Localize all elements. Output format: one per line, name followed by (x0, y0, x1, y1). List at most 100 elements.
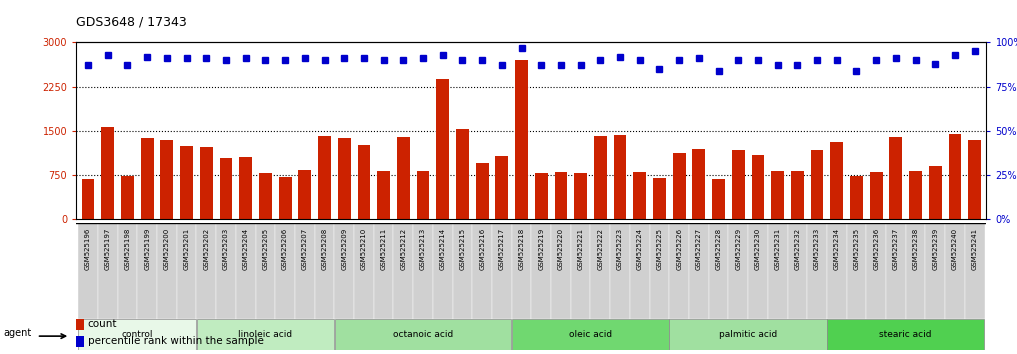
Bar (925, 223, 945, 319)
Bar (512, 223, 532, 319)
Text: GSM525222: GSM525222 (597, 228, 603, 270)
Text: GSM525201: GSM525201 (184, 228, 189, 270)
Bar (870, 172, 883, 219)
Bar (180, 146, 193, 219)
Bar (827, 319, 984, 350)
Bar (929, 166, 942, 219)
Text: GSM525214: GSM525214 (439, 228, 445, 270)
Bar (335, 319, 512, 350)
Bar (968, 140, 981, 219)
Text: GSM525217: GSM525217 (498, 228, 504, 270)
Text: GSM525207: GSM525207 (302, 228, 308, 270)
Bar (98, 223, 118, 319)
Bar (354, 223, 374, 319)
Text: oleic acid: oleic acid (569, 330, 612, 339)
Bar (653, 178, 666, 219)
Bar (433, 223, 453, 319)
Bar (807, 223, 827, 319)
Bar (118, 223, 137, 319)
Bar (220, 158, 233, 219)
Bar (613, 135, 626, 219)
Text: count: count (87, 319, 117, 329)
Bar (554, 172, 567, 219)
Text: GSM525212: GSM525212 (401, 228, 407, 270)
Text: GSM525224: GSM525224 (637, 228, 643, 270)
Bar (374, 223, 394, 319)
Bar (236, 223, 255, 319)
Text: GSM525241: GSM525241 (971, 228, 977, 270)
Bar (850, 176, 862, 219)
Bar (78, 223, 98, 319)
Bar (749, 223, 768, 319)
Text: GSM525199: GSM525199 (144, 228, 151, 270)
Text: linoleic acid: linoleic acid (238, 330, 293, 339)
Bar (397, 137, 410, 219)
Bar (335, 223, 354, 319)
Text: GSM525219: GSM525219 (538, 228, 544, 270)
Bar (693, 149, 705, 219)
Bar (949, 134, 961, 219)
Bar (298, 170, 311, 219)
Bar (669, 319, 827, 350)
Text: stearic acid: stearic acid (880, 330, 932, 339)
Text: GSM525203: GSM525203 (223, 228, 229, 270)
Text: GSM525232: GSM525232 (794, 228, 800, 270)
Text: GSM525236: GSM525236 (874, 228, 879, 270)
Bar (161, 141, 173, 219)
Text: GDS3648 / 17343: GDS3648 / 17343 (76, 15, 187, 28)
Bar (259, 173, 272, 219)
Text: GSM525239: GSM525239 (933, 228, 939, 270)
Bar (571, 223, 591, 319)
Text: agent: agent (4, 328, 33, 338)
Bar (492, 223, 512, 319)
Bar (196, 223, 217, 319)
Text: GSM525223: GSM525223 (617, 228, 623, 270)
Bar (417, 171, 429, 219)
Bar (476, 163, 488, 219)
Bar (846, 223, 866, 319)
Bar (532, 223, 551, 319)
Bar (768, 223, 787, 319)
Text: GSM525230: GSM525230 (755, 228, 761, 270)
Bar (177, 223, 196, 319)
Bar (689, 223, 709, 319)
Text: GSM525240: GSM525240 (952, 228, 958, 270)
Bar (830, 142, 843, 219)
Text: GSM525209: GSM525209 (342, 228, 347, 270)
Text: GSM525238: GSM525238 (912, 228, 918, 270)
Text: GSM525202: GSM525202 (203, 228, 210, 270)
Text: GSM525231: GSM525231 (775, 228, 781, 270)
Text: GSM525198: GSM525198 (124, 228, 130, 270)
Bar (787, 223, 807, 319)
Bar (276, 223, 295, 319)
Bar (516, 60, 528, 219)
Bar (78, 319, 196, 350)
Bar (157, 223, 177, 319)
Bar (76, 336, 83, 347)
Bar (413, 223, 433, 319)
Text: palmitic acid: palmitic acid (719, 330, 777, 339)
Bar (909, 171, 922, 219)
Text: percentile rank within the sample: percentile rank within the sample (87, 336, 263, 346)
Bar (512, 319, 669, 350)
Bar (575, 173, 587, 219)
Bar (137, 223, 157, 319)
Bar (217, 223, 236, 319)
Bar (338, 138, 351, 219)
Bar (377, 171, 391, 219)
Bar (121, 176, 134, 219)
Bar (669, 223, 689, 319)
Bar (76, 319, 83, 330)
Bar (672, 153, 685, 219)
Text: GSM525237: GSM525237 (893, 228, 899, 270)
Text: GSM525215: GSM525215 (460, 228, 466, 270)
Text: GSM525213: GSM525213 (420, 228, 426, 270)
Bar (196, 319, 335, 350)
Bar (650, 223, 669, 319)
Bar (732, 150, 744, 219)
Bar (791, 171, 803, 219)
Text: GSM525233: GSM525233 (814, 228, 820, 270)
Bar (239, 157, 252, 219)
Bar (358, 145, 370, 219)
Text: GSM525228: GSM525228 (716, 228, 721, 270)
